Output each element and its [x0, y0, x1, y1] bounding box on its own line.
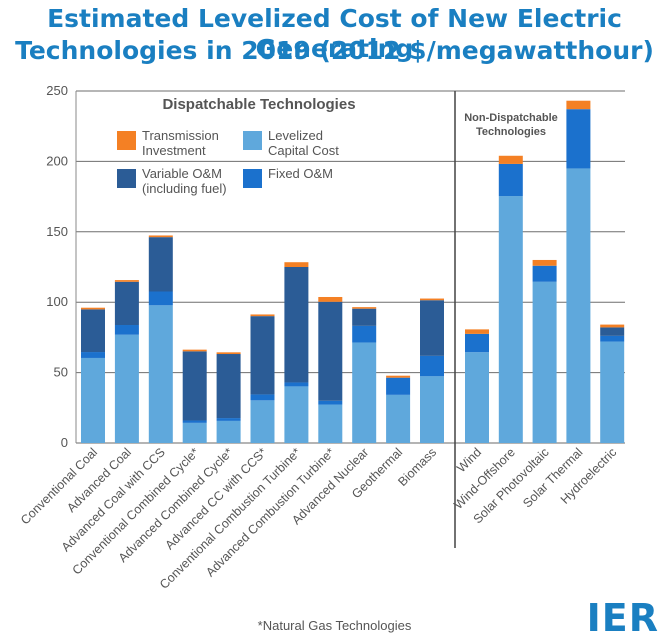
bar-segment-capital [216, 420, 241, 443]
legend-swatch-variable [117, 169, 136, 188]
y-tick-label: 150 [46, 224, 68, 239]
bar-segment-capital [532, 281, 557, 443]
bar-segment-transmission [465, 329, 489, 334]
bar-segment-variable [352, 308, 377, 326]
bar-segment-variable [182, 351, 207, 421]
bar-segment-fixed [318, 400, 343, 405]
bar-segment-fixed [250, 394, 275, 401]
y-tick-label: 100 [46, 294, 68, 309]
bar-segment-variable [216, 354, 241, 419]
bar-segment-transmission [420, 298, 444, 301]
bar-segment-capital [352, 342, 377, 443]
bar-segment-fixed [284, 382, 309, 387]
bar-segment-transmission [250, 314, 275, 317]
bar-segment-capital [386, 394, 411, 443]
y-tick-label: 250 [46, 83, 68, 98]
bar-segment-transmission [386, 375, 411, 378]
bar-segment-capital [182, 422, 207, 443]
bar-segment-variable [420, 300, 444, 356]
footnote: *Natural Gas Technologies [257, 618, 412, 633]
bar-segment-capital [318, 404, 343, 443]
bar-segment-transmission [284, 262, 309, 267]
x-tick-label: Wind [454, 445, 484, 475]
legend-label-capital: Capital Cost [268, 143, 339, 158]
legend-label-fixed: Fixed O&M [268, 166, 333, 181]
bar-segment-fixed [114, 325, 139, 335]
y-tick-label: 200 [46, 153, 68, 168]
bar-segment-capital [250, 400, 275, 443]
bar-segment-fixed [148, 291, 173, 306]
bar-segment-transmission [182, 349, 207, 352]
y-tick-label: 50 [54, 365, 68, 380]
bar-segment-capital [498, 196, 523, 443]
bar-segment-variable [318, 301, 343, 401]
bar-segment-transmission [216, 352, 241, 355]
group-label-non-dispatchable: Technologies [476, 126, 546, 138]
bar-segment-variable [284, 267, 309, 383]
bar-segment-variable [81, 309, 105, 353]
bar-segment-capital [465, 352, 489, 443]
bar-segment-variable [148, 237, 173, 292]
bar-segment-variable [114, 281, 139, 326]
bar-segment-capital [420, 376, 444, 443]
bar-segment-capital [114, 334, 139, 443]
bar-segment-fixed [386, 377, 411, 395]
bar-segment-variable [250, 316, 275, 395]
bar-segment-fixed [420, 355, 444, 377]
ier-logo: IER [586, 596, 659, 640]
bar-segment-transmission [532, 259, 557, 266]
bar-segment-fixed [566, 109, 591, 169]
legend-label-capital: Levelized [268, 128, 323, 143]
bar-segment-transmission [114, 280, 139, 282]
group-label-dispatchable: Dispatchable Technologies [162, 96, 355, 113]
bar-segment-capital [566, 168, 591, 443]
bar-segment-fixed [216, 418, 241, 421]
legend-label-transmission: Transmission [142, 128, 219, 143]
y-tick-label: 0 [61, 435, 68, 450]
chart-title-line1: Estimated Levelized Cost of New Electric… [47, 4, 622, 63]
bar-segment-transmission [498, 155, 523, 164]
legend-label-variable: (including fuel) [142, 181, 227, 196]
bar-segment-transmission [81, 307, 105, 310]
legend-swatch-capital [243, 131, 262, 150]
bar-segment-capital [600, 341, 625, 443]
bar-segment-fixed [352, 325, 377, 343]
legend-swatch-fixed [243, 169, 262, 188]
bar-segment-fixed [600, 335, 625, 342]
bar-segment-fixed [182, 420, 207, 423]
bar-segment-transmission [148, 235, 173, 238]
bar-segment-fixed [498, 163, 523, 197]
bar-segment-variable [600, 327, 625, 336]
bar-segment-fixed [465, 333, 489, 353]
group-label-non-dispatchable: Non-Dispatchable [464, 112, 558, 124]
legend-label-transmission: Investment [142, 143, 206, 158]
legend-label-variable: Variable O&M [142, 166, 222, 181]
bar-segment-transmission [600, 324, 625, 328]
bar-segment-transmission [352, 307, 377, 309]
bar-segment-capital [81, 357, 105, 443]
chart-title-line2: Technologies in 2019 (2012 $/megawatthou… [15, 36, 654, 65]
bar-segment-capital [284, 386, 309, 443]
bar-segment-capital [148, 305, 173, 443]
bar-segment-transmission [566, 100, 591, 110]
legend-swatch-transmission [117, 131, 136, 150]
bar-segment-fixed [532, 265, 557, 282]
bar-segment-transmission [318, 296, 343, 302]
bar-segment-fixed [81, 352, 105, 358]
